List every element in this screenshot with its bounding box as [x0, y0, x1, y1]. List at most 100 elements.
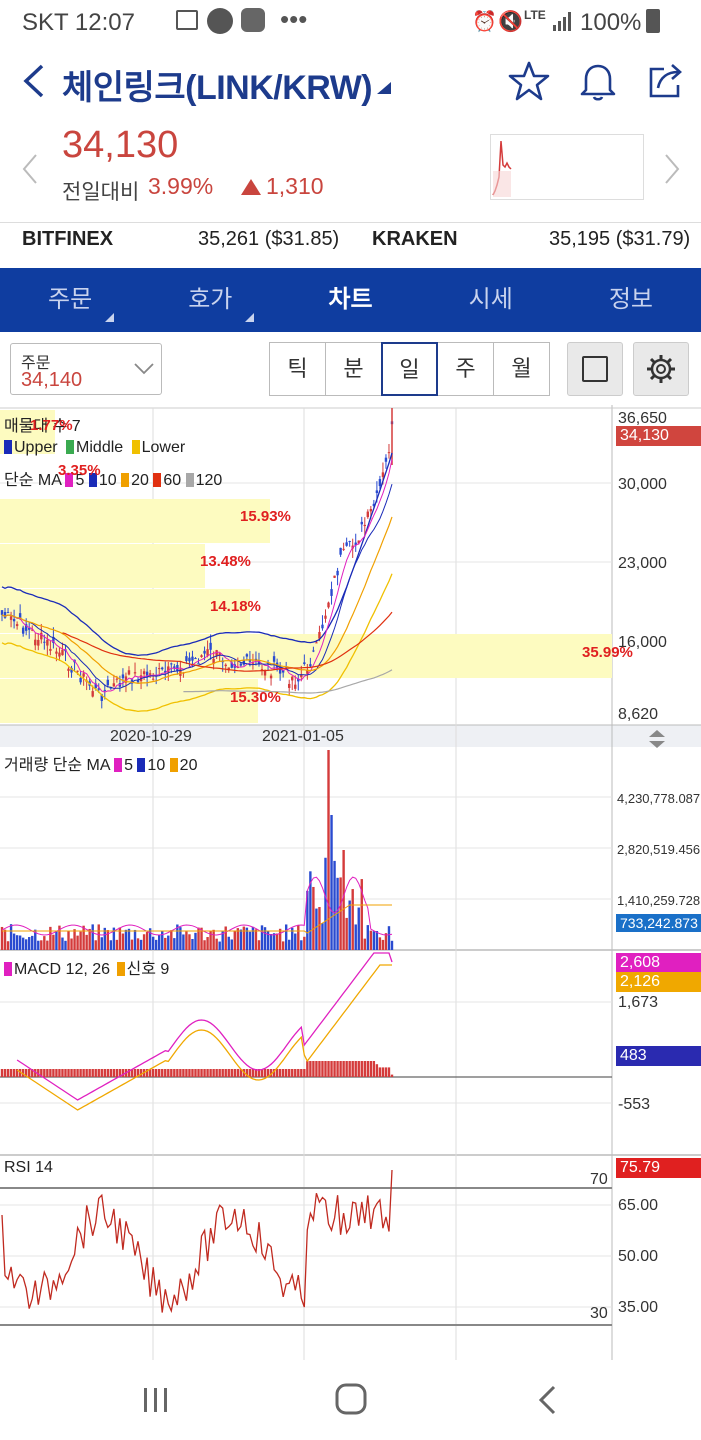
order-label: 주문	[21, 355, 51, 372]
candle-body	[318, 631, 321, 639]
candle-body	[345, 542, 348, 546]
macd-histogram-bar	[360, 1061, 363, 1077]
macd-histogram-bar	[79, 1069, 82, 1077]
volume-bar	[127, 928, 131, 950]
candle-body	[91, 691, 94, 697]
candle-body	[185, 656, 188, 661]
recent-apps-button[interactable]	[140, 1386, 172, 1414]
prev-coin-icon[interactable]	[20, 152, 40, 186]
volume-bar	[106, 930, 110, 950]
tab-label: 정보	[608, 286, 653, 313]
profile-percent: 15.93%	[240, 508, 291, 525]
macd-histogram-bar	[52, 1069, 55, 1077]
candle-body	[336, 570, 339, 576]
profile-percent: 14.18%	[210, 598, 261, 615]
candle-body	[28, 628, 31, 630]
tab-quotes[interactable]: 시세	[421, 268, 561, 332]
macd-histogram-bar	[46, 1069, 49, 1077]
order-price-dropdown[interactable]: 주문 34,140	[10, 343, 162, 395]
macd-histogram-bar	[348, 1061, 351, 1077]
volume-bar	[176, 924, 179, 950]
share-icon[interactable]	[646, 60, 688, 102]
macd-histogram-bar	[363, 1061, 366, 1077]
favorite-star-icon[interactable]	[508, 60, 550, 102]
macd-y-tick: -553	[618, 1096, 651, 1113]
volume-bar	[73, 929, 76, 950]
home-button[interactable]	[334, 1382, 368, 1416]
ma20-label: 20	[131, 472, 149, 489]
macd-histogram-bar	[130, 1069, 134, 1077]
volume-ma5-line	[1, 876, 393, 936]
date-axis-strip	[0, 725, 701, 747]
volume-bar	[384, 933, 388, 950]
macd-histogram-bar	[85, 1069, 88, 1077]
macd-histogram-bar	[118, 1069, 122, 1077]
volume-bar	[275, 933, 279, 950]
alarm-bell-icon[interactable]	[578, 60, 618, 102]
volume-bar	[284, 924, 288, 950]
macd-histogram-bar	[384, 1067, 388, 1077]
macd-swatch	[4, 962, 12, 976]
volume-bar	[121, 933, 125, 950]
upper-swatch	[4, 440, 12, 454]
volume-bar	[257, 940, 261, 950]
macd-histogram-bar	[263, 1069, 267, 1077]
volume-bar	[360, 879, 363, 950]
period-month-button[interactable]: 월	[493, 342, 550, 396]
period-minute-button[interactable]: 분	[325, 342, 382, 396]
volume-bar	[233, 930, 236, 950]
chart-settings-button[interactable]	[633, 342, 689, 396]
volume-bar	[327, 750, 330, 950]
macd-histogram-bar	[212, 1069, 215, 1077]
candle-body	[0, 610, 4, 615]
chart-type-button[interactable]	[567, 342, 623, 396]
macd-histogram-bar	[100, 1069, 103, 1077]
volume-bar	[61, 937, 64, 950]
volume-bar	[161, 931, 164, 950]
system-back-button[interactable]	[536, 1384, 560, 1416]
next-coin-icon[interactable]	[662, 152, 682, 186]
volume-bar	[294, 933, 297, 950]
period-week-button[interactable]: 주	[437, 342, 494, 396]
candle-body	[303, 662, 306, 665]
macd-histogram-bar	[0, 1069, 4, 1077]
ma120-line	[183, 669, 393, 694]
macd-histogram-bar	[103, 1069, 106, 1077]
candle-body	[363, 524, 366, 527]
macd-histogram-bar	[248, 1069, 252, 1077]
tab-chart[interactable]: 차트	[280, 268, 420, 332]
dropdown-triangle-icon	[105, 313, 115, 322]
macd-histogram-bar	[154, 1069, 158, 1077]
volume-bar	[94, 940, 97, 950]
volume-bar	[179, 927, 182, 950]
chart-area[interactable]	[0, 405, 701, 1360]
volume-bar	[115, 939, 119, 950]
candle-body	[269, 675, 273, 679]
period-day-button[interactable]: 일	[381, 342, 438, 396]
middle-label: Middle	[76, 439, 124, 456]
volume-bar	[85, 934, 88, 950]
tab-orderbook[interactable]: 호가	[140, 268, 280, 332]
candle-body	[360, 521, 363, 525]
macd-histogram-bar	[34, 1069, 37, 1077]
macd-histogram-bar	[312, 1061, 315, 1077]
candle-body	[366, 511, 370, 518]
volume-bar	[218, 941, 221, 950]
ma-legend: 단순 MA 5 10 20 60 120	[4, 466, 222, 490]
macd-histogram-bar	[300, 1069, 303, 1077]
signal-line	[16, 964, 392, 1111]
macd-histogram-bar	[82, 1069, 85, 1077]
volume-bar	[188, 934, 191, 950]
candle-body	[112, 683, 116, 687]
tab-order[interactable]: 주문	[0, 268, 140, 332]
tab-info[interactable]: 정보	[561, 268, 701, 332]
panel-resize-icon[interactable]	[646, 729, 668, 749]
macd-histogram-bar	[191, 1069, 194, 1077]
y-tick: 8,620	[618, 706, 659, 723]
back-button[interactable]	[18, 62, 48, 100]
candle-body	[191, 656, 194, 661]
macd-histogram-bar	[97, 1069, 100, 1077]
title-dropdown-icon[interactable]	[377, 82, 391, 94]
period-tick-button[interactable]: 틱	[269, 342, 326, 396]
macd-histogram-bar	[76, 1069, 79, 1077]
